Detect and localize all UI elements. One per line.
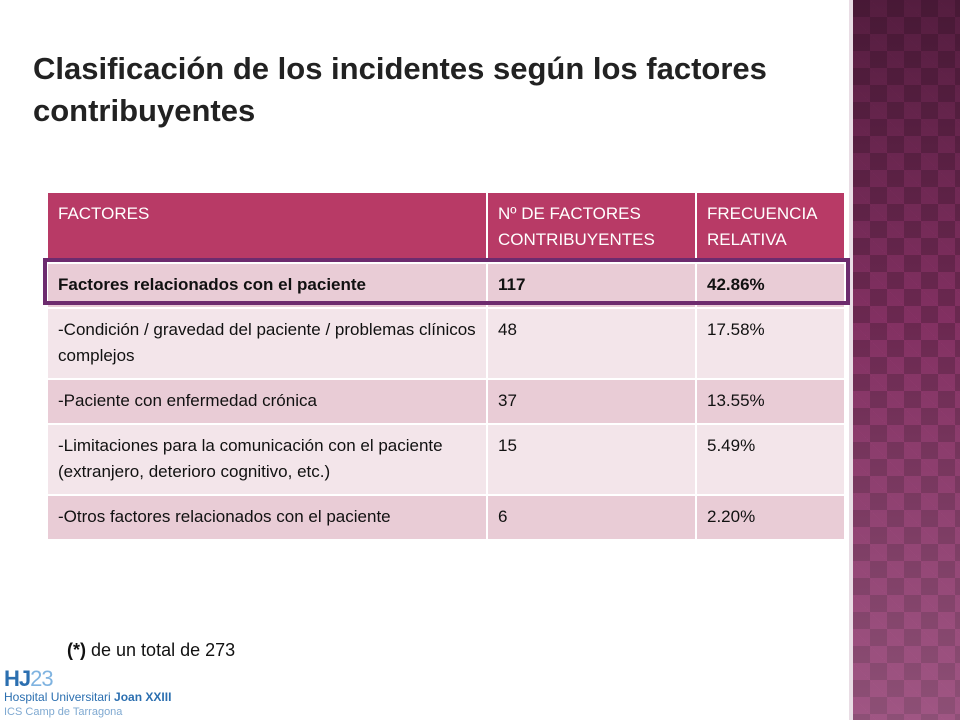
count-cell: 6 <box>487 495 697 541</box>
header-num-factores: Nº DE FACTORES CONTRIBUYENTES <box>487 193 697 264</box>
footnote-text: de un total de 273 <box>91 640 236 660</box>
table-row: -Otros factores relacionados con el paci… <box>48 495 844 541</box>
sidebar-edge <box>849 0 853 720</box>
frequency-cell: 13.55% <box>696 379 844 425</box>
factor-cell: -Paciente con enfermedad crónica <box>48 379 488 425</box>
footnote-marker: (*) <box>67 640 86 660</box>
logo-number: 23 <box>30 666 54 691</box>
count-cell: 48 <box>487 308 697 380</box>
logo-line1-name: Joan XXIII <box>114 690 172 704</box>
table-row: Factores relacionados con el paciente 11… <box>48 263 844 309</box>
count-cell: 15 <box>487 424 697 496</box>
table-row: -Condición / gravedad del paciente / pro… <box>48 308 844 380</box>
table-row: -Limitaciones para la comunicación con e… <box>48 424 844 496</box>
slide-title-line-1: Clasificación de los incidentes según lo… <box>33 51 767 86</box>
factor-cell: -Condición / gravedad del paciente / pro… <box>48 308 488 380</box>
header-factores: FACTORES <box>48 193 488 264</box>
hospital-logo: HJ23 Hospital Universitari Joan XXIII IC… <box>4 668 171 719</box>
logo-hospital-name: Hospital Universitari Joan XXIII <box>4 690 171 705</box>
logo-subtitle: ICS Camp de Tarragona <box>4 706 123 718</box>
frequency-cell: 17.58% <box>696 308 844 380</box>
factors-table: FACTORES Nº DE FACTORES CONTRIBUYENTES F… <box>48 193 844 541</box>
table-row: -Paciente con enfermedad crónica 37 13.5… <box>48 379 844 425</box>
logo-letters: HJ <box>4 666 31 691</box>
logo-mark: HJ23 <box>4 668 171 690</box>
factor-cell: -Otros factores relacionados con el paci… <box>48 495 488 541</box>
table-header-row: FACTORES Nº DE FACTORES CONTRIBUYENTES F… <box>48 193 844 264</box>
factor-cell: Factores relacionados con el paciente <box>48 263 488 309</box>
slide-title: Clasificación de los incidentes según lo… <box>33 48 833 132</box>
slide-title-line-2: contribuyentes <box>33 93 256 128</box>
header-frecuencia: FRECUENCIA RELATIVA <box>696 193 844 264</box>
factor-cell: -Limitaciones para la comunicación con e… <box>48 424 488 496</box>
count-cell: 37 <box>487 379 697 425</box>
logo-line1-prefix: Hospital Universitari <box>4 690 115 704</box>
count-cell: 117 <box>487 263 697 309</box>
footnote: (*) de un total de 273 <box>67 640 235 661</box>
decorative-pattern-sidebar <box>853 0 960 720</box>
frequency-cell: 2.20% <box>696 495 844 541</box>
frequency-cell: 5.49% <box>696 424 844 496</box>
frequency-cell: 42.86% <box>696 263 844 309</box>
